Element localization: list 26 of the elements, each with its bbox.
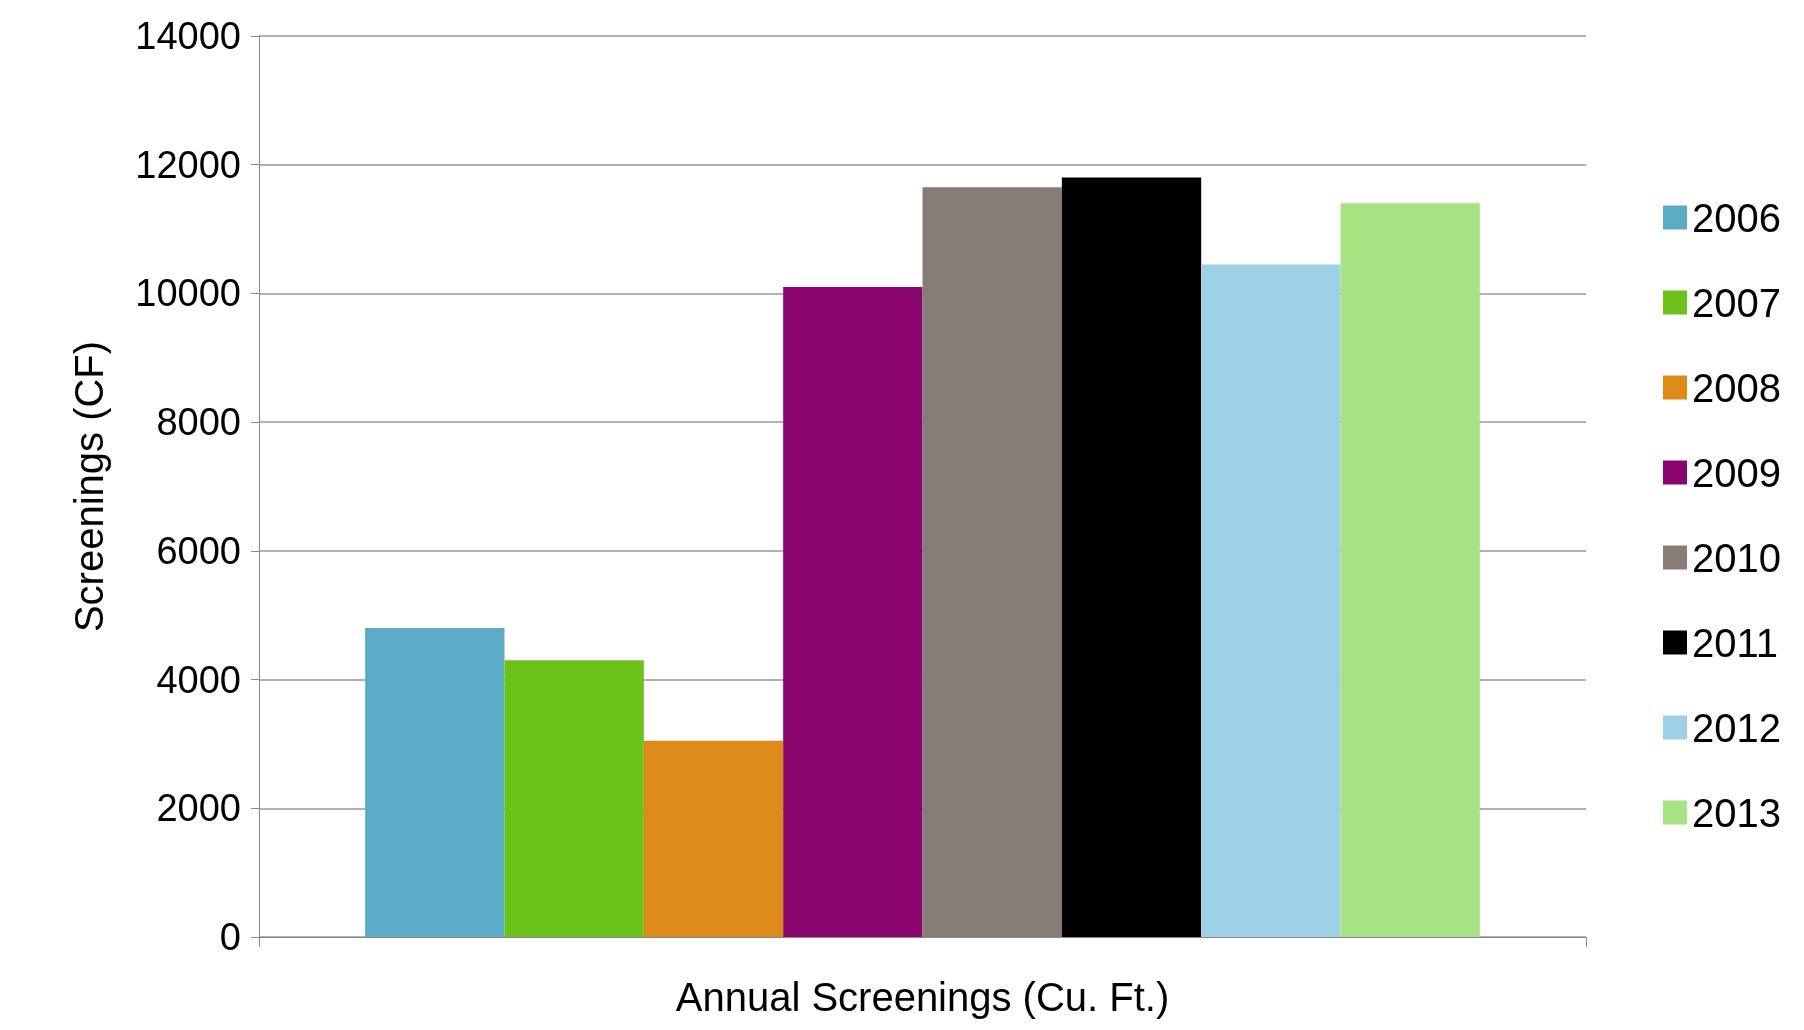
bar xyxy=(643,740,784,937)
y-tick-label: 8000 xyxy=(156,401,241,444)
y-tick-label: 6000 xyxy=(156,529,241,572)
bar xyxy=(504,660,644,937)
y-tick-label: 4000 xyxy=(156,658,241,701)
bar xyxy=(1340,203,1480,937)
x-axis-title: Annual Screenings (Cu. Ft.) xyxy=(675,975,1170,1019)
y-tick-label: 14000 xyxy=(135,15,241,57)
legend-label: 2011 xyxy=(1692,620,1779,665)
legend-label: 2008 xyxy=(1692,365,1781,410)
legend-label: 2006 xyxy=(1692,195,1781,240)
bar xyxy=(1201,264,1341,937)
y-tick-label: 12000 xyxy=(135,143,241,186)
bar xyxy=(783,286,923,937)
legend-label: 2007 xyxy=(1692,280,1781,325)
legend-label: 2009 xyxy=(1692,450,1781,495)
y-tick-label: 2000 xyxy=(156,787,241,830)
y-axis-title: Screenings (CF) xyxy=(67,340,111,633)
bar xyxy=(922,187,1062,937)
legend-label: 2013 xyxy=(1692,790,1781,835)
legend-label: 2012 xyxy=(1692,705,1781,750)
bar xyxy=(365,628,505,937)
y-tick-label: 0 xyxy=(219,916,241,958)
legend-label: 2010 xyxy=(1692,535,1781,580)
bar xyxy=(1061,177,1202,937)
y-tick-label: 10000 xyxy=(135,272,241,315)
